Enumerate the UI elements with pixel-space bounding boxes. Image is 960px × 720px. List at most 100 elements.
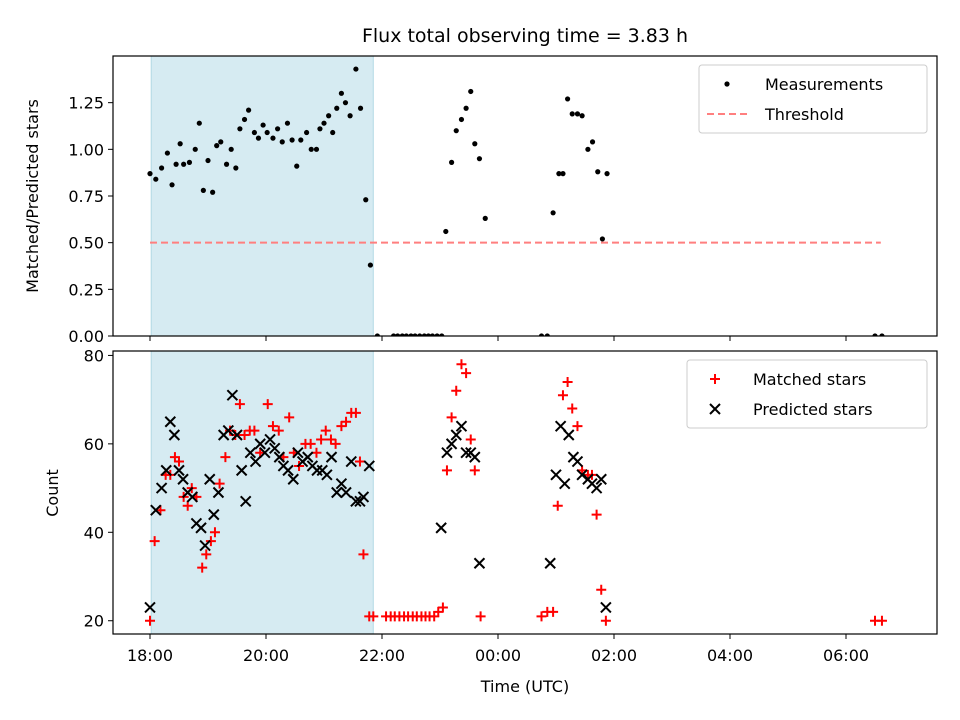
matched-star-point (209, 527, 220, 538)
measurement-point (367, 262, 373, 268)
measurement-point (374, 333, 380, 336)
bottom-axes-frame (112, 350, 938, 635)
matched-star-point (548, 606, 559, 617)
matched-star-point (234, 399, 245, 410)
measurement-point (334, 105, 340, 111)
predicted-star-point (254, 438, 266, 450)
x-tick-label: 02:00 (591, 646, 637, 665)
matched-star-point (446, 412, 457, 423)
measurement-point (482, 215, 488, 221)
predicted-star-point (595, 473, 607, 485)
x-tick-label: 18:00 (127, 646, 173, 665)
matched-star-point (336, 421, 347, 432)
matched-star-point (461, 368, 472, 379)
measurement-point (443, 228, 449, 235)
measurement-point (434, 333, 440, 336)
matched-star-point (341, 416, 352, 427)
measurement-point (565, 96, 571, 102)
matched-star-point (536, 611, 547, 622)
x-tick-label: 22:00 (359, 646, 405, 665)
predicted-star-point (287, 473, 299, 485)
predicted-star-point (563, 429, 575, 441)
measurement-point (147, 171, 153, 177)
predicted-star-point (550, 469, 562, 481)
predicted-star-point (164, 416, 177, 428)
predicted-star-point (292, 446, 304, 459)
top-y-tick-label: 0.75 (68, 187, 104, 206)
predicted-star-point (350, 495, 362, 508)
measurement-point (458, 116, 465, 123)
predicted-star-point (460, 446, 472, 459)
measurement-point (294, 163, 300, 169)
predicted-star-point (321, 469, 333, 481)
predicted-star-point (302, 451, 314, 463)
matched-star-point (149, 536, 160, 547)
predicted-star-point (357, 491, 370, 503)
matched-star-point (205, 536, 216, 547)
predicted-star-point (186, 491, 199, 503)
top-plot-content (147, 56, 885, 336)
top-legend: Measurements Threshold (698, 64, 928, 134)
measurement-point (429, 333, 436, 336)
matched-star-point (596, 584, 607, 595)
measurement-point (298, 137, 304, 143)
matched-star-point (220, 452, 231, 463)
measurement-point (872, 333, 878, 336)
predicted-star-point (208, 508, 220, 521)
predicted-star-point (239, 495, 252, 508)
predicted-star-point (268, 442, 281, 454)
measurement-point (395, 333, 401, 336)
predicted-star-point (173, 464, 185, 477)
matched-star-point (330, 438, 341, 449)
predicted-star-point (469, 451, 481, 463)
predicted-star-point (600, 601, 612, 614)
predicted-star-point (544, 557, 556, 569)
legend-label: Predicted stars (753, 400, 873, 419)
measurement-point (279, 139, 285, 145)
matched-star-point (354, 456, 365, 467)
predicted-star-point (244, 446, 257, 459)
measurement-point (321, 120, 327, 126)
chart-title: Flux total observing time = 3.83 h (362, 25, 688, 47)
x-axis-label: Time (UTC) (480, 677, 569, 696)
matched-star-point (876, 615, 887, 626)
matched-star-point (174, 456, 184, 467)
predicted-star-point (558, 477, 571, 490)
measurement-point (574, 111, 581, 117)
legend-measurements-marker (724, 81, 730, 87)
measurement-point (453, 128, 459, 134)
measurement-point (313, 146, 320, 152)
predicted-star-point (335, 477, 348, 490)
measurement-point (264, 129, 270, 136)
matched-star-point (262, 399, 273, 410)
predicted-star-point (473, 557, 486, 569)
matched-star-point (591, 509, 602, 520)
matched-star-point (567, 403, 578, 414)
predicted-star-point (363, 460, 375, 472)
legend-label: Threshold (764, 105, 844, 124)
x-tick-label: 20:00 (243, 646, 289, 665)
predicted-star-point (273, 451, 286, 463)
measurement-point (879, 333, 885, 336)
measurement-point (200, 187, 206, 193)
matched-star-point (320, 425, 331, 436)
measurement-point (270, 135, 276, 141)
matched-star-point (358, 549, 369, 560)
measurement-point (599, 236, 606, 242)
measurement-point (357, 105, 364, 111)
matched-star-point (197, 562, 208, 573)
measurement-point (463, 105, 469, 111)
matched-star-point (249, 425, 260, 436)
matched-star-point (267, 421, 278, 432)
matched-star-point (557, 390, 568, 401)
predicted-star-point (441, 446, 453, 459)
measurement-point (544, 333, 550, 336)
x-tick-label: 06:00 (823, 646, 869, 665)
measurement-point (159, 165, 165, 171)
predicted-star-point (155, 482, 168, 494)
matched-star-point (273, 425, 284, 436)
measurement-point (233, 165, 239, 171)
measurement-point (181, 161, 187, 167)
predicted-star-point (571, 455, 584, 468)
measurement-point (237, 126, 243, 132)
